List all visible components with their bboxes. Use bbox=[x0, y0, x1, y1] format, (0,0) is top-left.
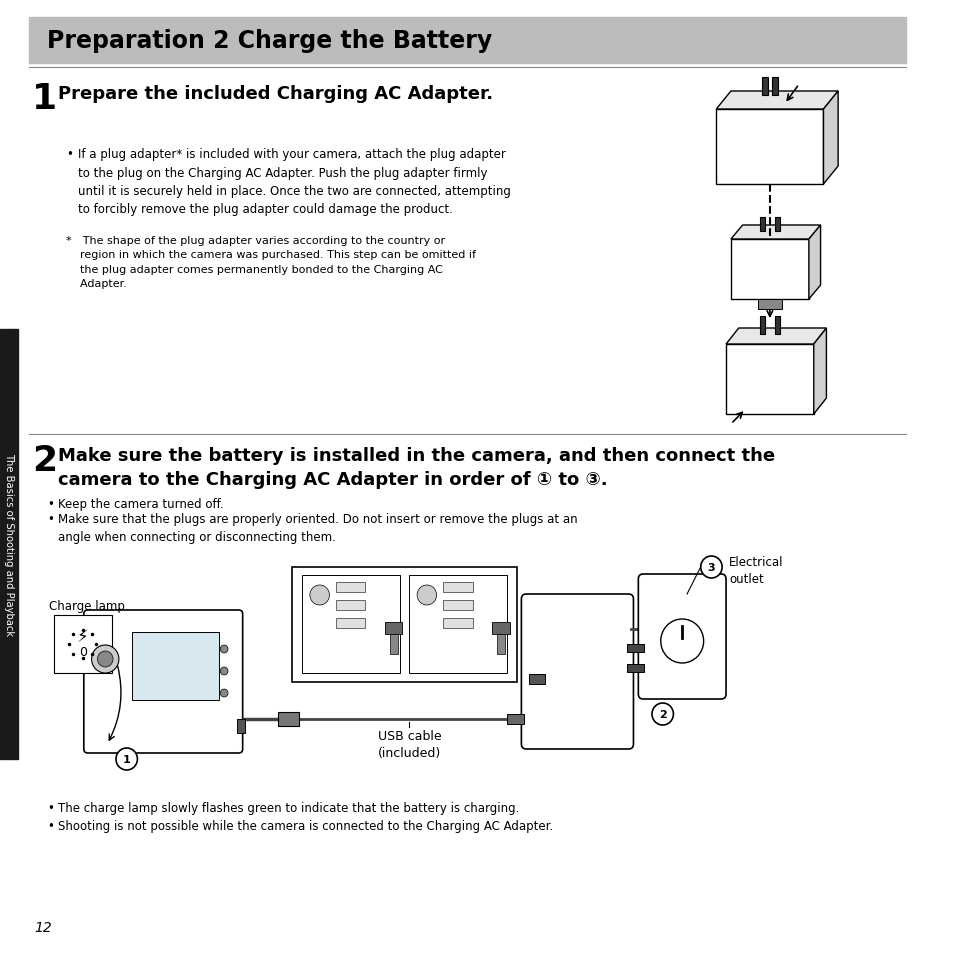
Bar bbox=[409, 576, 506, 673]
Bar bbox=[626, 644, 643, 652]
Bar bbox=[626, 664, 643, 672]
Bar bbox=[335, 600, 365, 610]
Text: Shooting is not possible while the camera is connected to the Charging AC Adapte: Shooting is not possible while the camer… bbox=[58, 820, 553, 832]
Circle shape bbox=[220, 667, 228, 676]
Text: Preparation 2 Charge the Battery: Preparation 2 Charge the Battery bbox=[47, 29, 492, 53]
Text: •: • bbox=[47, 820, 53, 832]
Bar bbox=[443, 600, 472, 610]
Circle shape bbox=[651, 703, 673, 725]
Bar bbox=[760, 218, 764, 232]
Polygon shape bbox=[716, 91, 838, 110]
Text: 0: 0 bbox=[79, 646, 87, 659]
Circle shape bbox=[91, 645, 119, 673]
Text: •: • bbox=[47, 497, 53, 511]
Bar bbox=[716, 110, 822, 185]
Polygon shape bbox=[730, 226, 820, 240]
Bar bbox=[335, 618, 365, 628]
Text: ⚡: ⚡ bbox=[77, 627, 89, 645]
Bar bbox=[771, 78, 777, 96]
Bar bbox=[443, 582, 472, 593]
Bar bbox=[730, 240, 808, 299]
Circle shape bbox=[220, 645, 228, 654]
Bar bbox=[774, 218, 779, 232]
Bar bbox=[30, 18, 905, 64]
FancyBboxPatch shape bbox=[638, 575, 725, 700]
Text: USB cable
(included): USB cable (included) bbox=[377, 729, 440, 760]
Text: Prepare the included Charging AC Adapter.: Prepare the included Charging AC Adapter… bbox=[58, 85, 493, 103]
Bar bbox=[725, 345, 813, 415]
Text: 2: 2 bbox=[659, 709, 666, 720]
Text: 1: 1 bbox=[32, 82, 57, 116]
Bar bbox=[529, 675, 544, 684]
Text: The charge lamp slowly flashes green to indicate that the battery is charging.: The charge lamp slowly flashes green to … bbox=[58, 801, 519, 814]
Bar bbox=[758, 299, 781, 310]
Text: 1: 1 bbox=[123, 754, 131, 764]
Circle shape bbox=[700, 557, 721, 578]
Text: 12: 12 bbox=[34, 920, 51, 934]
Text: Electrical
outlet: Electrical outlet bbox=[728, 556, 782, 585]
Text: Keep the camera turned off.: Keep the camera turned off. bbox=[58, 497, 224, 511]
Bar bbox=[53, 616, 112, 673]
Text: 2: 2 bbox=[32, 443, 57, 477]
Bar bbox=[335, 582, 365, 593]
Text: 3: 3 bbox=[707, 562, 715, 573]
Text: •: • bbox=[47, 513, 53, 525]
Polygon shape bbox=[813, 329, 825, 415]
Circle shape bbox=[310, 585, 329, 605]
Bar bbox=[292, 567, 516, 682]
Bar bbox=[761, 78, 767, 96]
Bar bbox=[506, 714, 524, 724]
Text: Make sure that the plugs are properly oriented. Do not insert or remove the plug: Make sure that the plugs are properly or… bbox=[58, 513, 578, 543]
FancyBboxPatch shape bbox=[521, 595, 633, 749]
Bar bbox=[443, 618, 472, 628]
Polygon shape bbox=[725, 329, 825, 345]
Bar bbox=[302, 576, 399, 673]
Bar bbox=[0, 330, 17, 760]
Circle shape bbox=[97, 651, 112, 667]
Bar bbox=[774, 316, 779, 335]
Polygon shape bbox=[808, 226, 820, 299]
Bar bbox=[277, 712, 299, 726]
FancyBboxPatch shape bbox=[84, 610, 242, 753]
Circle shape bbox=[116, 748, 137, 770]
Bar bbox=[385, 622, 402, 635]
Bar bbox=[760, 316, 764, 335]
Bar bbox=[497, 635, 504, 655]
Bar bbox=[236, 720, 244, 733]
Polygon shape bbox=[822, 91, 838, 185]
Circle shape bbox=[220, 689, 228, 698]
Text: Make sure the battery is installed in the camera, and then connect the
camera to: Make sure the battery is installed in th… bbox=[58, 447, 775, 489]
Text: Charge lamp: Charge lamp bbox=[49, 599, 125, 613]
Circle shape bbox=[416, 585, 436, 605]
Text: •: • bbox=[47, 801, 53, 814]
Text: If a plug adapter* is included with your camera, attach the plug adapter
to the : If a plug adapter* is included with your… bbox=[78, 148, 510, 216]
Text: •: • bbox=[66, 148, 73, 161]
Bar bbox=[390, 635, 397, 655]
Bar bbox=[132, 633, 219, 700]
Bar bbox=[492, 622, 509, 635]
Text: * The shape of the plug adapter varies according to the country or
    region in: * The shape of the plug adapter varies a… bbox=[66, 235, 476, 289]
Text: The Basics of Shooting and Playback: The Basics of Shooting and Playback bbox=[4, 453, 13, 636]
